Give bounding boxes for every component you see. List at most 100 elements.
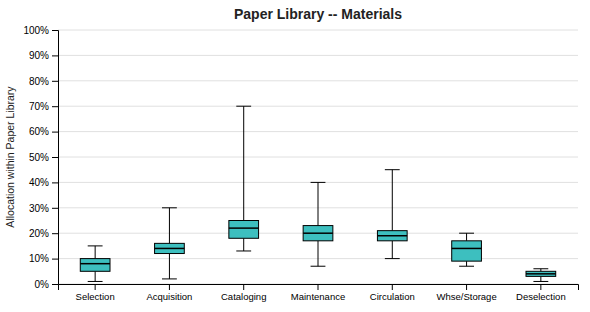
upper-cap — [236, 106, 251, 107]
x-axis: Selection Acquisition Cataloging Maintenanc… — [59, 284, 579, 302]
y-tick-label: 60% — [29, 126, 49, 137]
x-tick-label: Cataloging — [221, 291, 266, 302]
y-tick-mark — [52, 284, 58, 285]
box — [526, 271, 556, 276]
y-axis-line — [52, 31, 59, 285]
box-group — [377, 170, 407, 259]
upper-cap — [162, 207, 177, 208]
x-tick-label: Whse/Storage — [436, 291, 496, 302]
lower-whisker — [95, 271, 96, 281]
box — [80, 259, 110, 272]
median — [80, 263, 110, 265]
x-tick: Circulation — [370, 284, 415, 302]
lower-cap — [459, 266, 474, 267]
upper-cap — [88, 245, 103, 246]
median — [303, 232, 333, 234]
lower-cap — [88, 281, 103, 282]
y-tick: 50% — [29, 152, 58, 163]
x-tick-mark — [243, 284, 244, 290]
median — [377, 235, 407, 237]
y-tick: 20% — [29, 228, 58, 239]
y-tick: 80% — [29, 76, 58, 87]
x-tick-mark — [392, 284, 393, 290]
y-tick: 90% — [29, 50, 58, 61]
box-group — [80, 246, 110, 282]
x-tick-mark — [540, 284, 541, 290]
box — [229, 221, 259, 239]
upper-whisker — [392, 170, 393, 231]
x-tick-mark — [169, 284, 170, 290]
y-axis: 0%10%20%30%40%50%60%70%80%90%100% — [23, 25, 58, 290]
upper-whisker — [95, 246, 96, 259]
lower-cap — [236, 250, 251, 251]
x-tick: Whse/Storage — [436, 284, 496, 302]
x-tick: Cataloging — [221, 284, 266, 302]
upper-cap — [385, 169, 400, 170]
lower-whisker — [243, 238, 244, 251]
y-axis-title: Allocation within Paper Library — [4, 86, 16, 228]
upper-cap — [311, 182, 326, 183]
box-group — [229, 106, 259, 251]
y-tick-label: 80% — [29, 76, 49, 87]
y-tick: 10% — [29, 253, 58, 264]
upper-whisker — [169, 208, 170, 244]
box-group — [303, 182, 333, 266]
y-tick: 70% — [29, 101, 58, 112]
x-tick: Selection — [76, 284, 115, 302]
x-tick: Maintenance — [291, 284, 345, 302]
y-tick-label: 20% — [29, 228, 49, 239]
median — [155, 248, 185, 250]
y-tick-mark — [52, 157, 58, 158]
x-tick-label: Deselection — [516, 291, 566, 302]
lower-whisker — [318, 241, 319, 266]
y-tick: 100% — [23, 25, 58, 36]
lower-whisker — [392, 241, 393, 259]
y-tick-mark — [52, 233, 58, 234]
y-tick-mark — [52, 132, 58, 133]
y-tick-label: 90% — [29, 50, 49, 61]
grid-line — [58, 106, 578, 107]
median — [526, 273, 556, 275]
x-tick: Acquisition — [146, 284, 192, 302]
y-tick: 0% — [35, 279, 58, 290]
y-tick-label: 0% — [35, 279, 50, 290]
median — [452, 248, 482, 250]
y-tick-mark — [52, 208, 58, 209]
lower-cap — [162, 278, 177, 279]
x-tick-mark — [95, 284, 96, 290]
marks — [80, 106, 555, 281]
x-tick-mark — [466, 284, 467, 290]
lower-cap — [311, 266, 326, 267]
box — [155, 243, 185, 253]
upper-cap — [459, 233, 474, 234]
y-tick-label: 70% — [29, 101, 49, 112]
box-group — [155, 208, 185, 279]
grid-line — [58, 30, 578, 31]
y-tick-mark — [52, 81, 58, 82]
lower-cap — [385, 258, 400, 259]
y-tick-mark — [52, 106, 58, 107]
x-tick-mark — [318, 284, 319, 290]
grid-line — [58, 233, 578, 234]
upper-whisker — [318, 182, 319, 225]
y-tick-label: 50% — [29, 152, 49, 163]
x-tick: Deselection — [516, 284, 566, 302]
grid-line — [58, 55, 578, 56]
grid-line — [58, 157, 578, 158]
y-tick-label: 10% — [29, 253, 49, 264]
upper-whisker — [466, 233, 467, 241]
box — [377, 231, 407, 241]
y-tick-mark — [52, 30, 58, 31]
y-tick-label: 100% — [23, 25, 49, 36]
x-tick-label: Circulation — [370, 291, 415, 302]
y-tick: 40% — [29, 177, 58, 188]
box-group — [526, 269, 556, 282]
grid-line — [58, 182, 578, 183]
median — [229, 227, 259, 229]
y-tick: 60% — [29, 126, 58, 137]
grid-line — [58, 80, 578, 81]
y-tick-mark — [52, 259, 58, 260]
lower-cap — [533, 281, 548, 282]
x-tick-label: Selection — [76, 291, 115, 302]
box — [303, 226, 333, 241]
